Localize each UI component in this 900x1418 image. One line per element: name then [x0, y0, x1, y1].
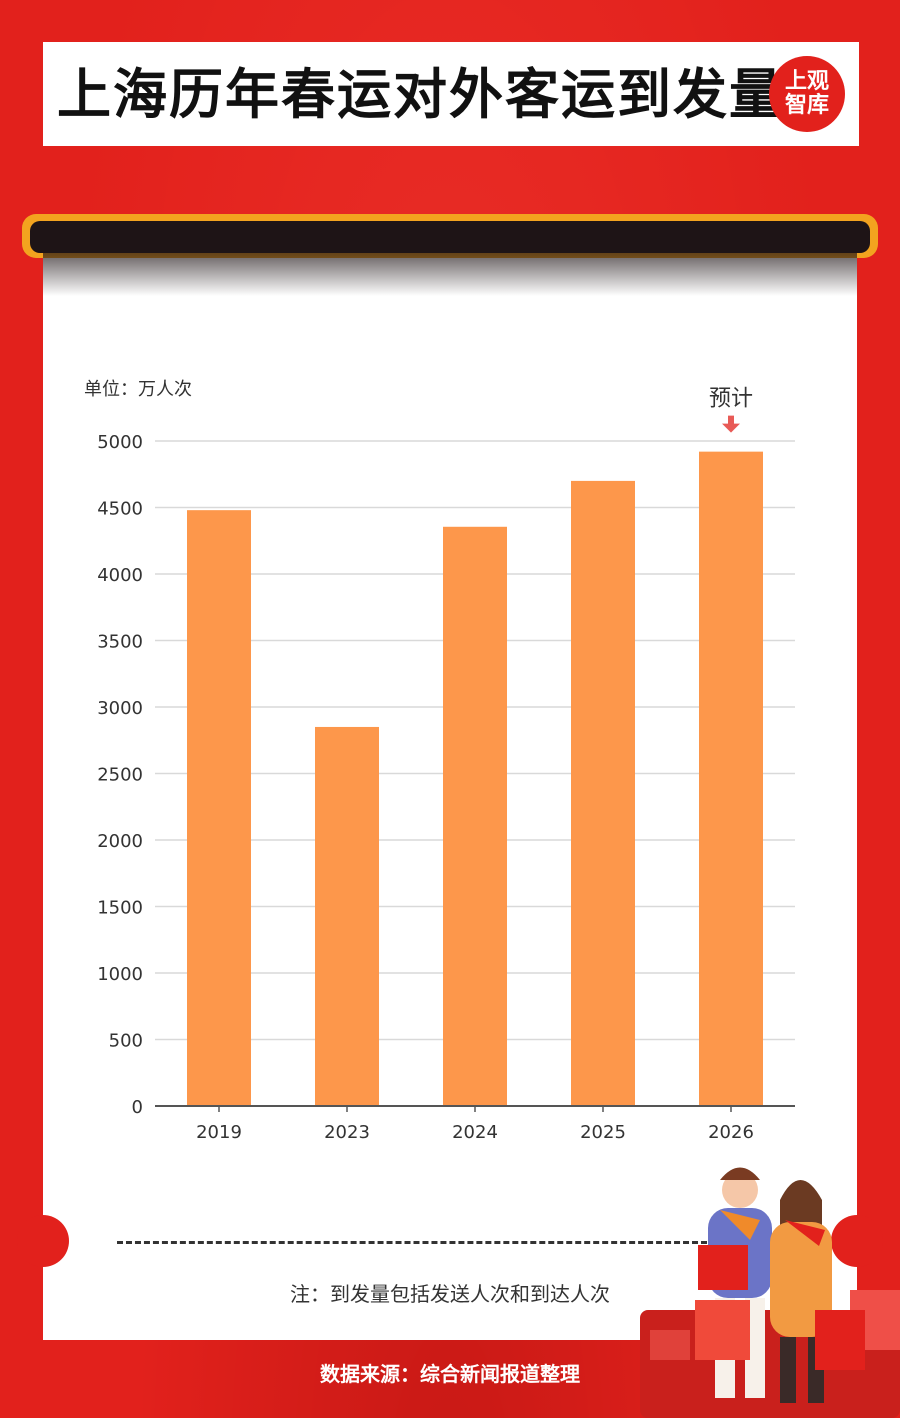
down-arrow-icon [722, 415, 740, 433]
y-tick-label: 0 [132, 1097, 143, 1118]
travelers-illustration [640, 1167, 900, 1418]
y-tick-label: 1500 [97, 898, 143, 919]
bar-2025 [571, 480, 635, 1106]
bar-2026 [699, 451, 763, 1106]
shopping-bag-icon [815, 1310, 865, 1370]
x-tick-label: 2019 [196, 1122, 242, 1143]
y-tick-label: 1000 [97, 964, 143, 985]
title-banner: 上海历年春运对外客运到发量 上观 智库 [43, 42, 859, 146]
y-tick-label: 5000 [97, 432, 143, 453]
bar-layer [187, 451, 763, 1106]
bar-2024 [443, 526, 507, 1106]
x-tick-label: 2024 [452, 1122, 498, 1143]
y-tick-label: 4500 [97, 499, 143, 520]
annotation-layer: 预计 [709, 387, 753, 433]
tick-layer: 0 500 1000 1500 2000 2500 3000 3500 4000 4500 5000… [97, 432, 795, 1143]
y-tick-label: 2000 [97, 831, 143, 852]
bar-chart: 单位：万人次 0 500 1000 1500 2000 2500 3000 3500 4000 4… [84, 379, 795, 1143]
x-tick-label: 2025 [580, 1122, 626, 1143]
bar-2019 [187, 510, 251, 1106]
page-title: 上海历年春运对外客运到发量 [57, 62, 785, 126]
ticket-notch-right [831, 1215, 883, 1267]
x-tick-label: 2023 [324, 1122, 370, 1143]
x-tick-label: 2026 [708, 1122, 754, 1143]
forecast-annotation: 预计 [709, 387, 753, 412]
y-tick-label: 3500 [97, 632, 143, 653]
y-tick-label: 2500 [97, 765, 143, 786]
shopping-bag-icon [695, 1300, 750, 1360]
gift-bag-icon [698, 1245, 748, 1290]
ticket-notch-left [17, 1215, 69, 1267]
y-tick-label: 3000 [97, 698, 143, 719]
y-tick-label: 4000 [97, 565, 143, 586]
brand-logo: 上观 智库 [769, 56, 845, 132]
logo-line-2: 智库 [784, 93, 829, 118]
footnote: 注：到发量包括发送人次和到达人次 [290, 1282, 610, 1306]
dashed-divider [117, 1241, 707, 1244]
scroll-shadow [43, 236, 857, 296]
y-tick-label: 500 [109, 1031, 143, 1052]
bar-2023 [315, 726, 379, 1106]
data-source: 数据来源：综合新闻报道整理 [320, 1362, 580, 1386]
logo-line-1: 上观 [784, 69, 829, 94]
unit-label: 单位：万人次 [84, 379, 192, 400]
man-head-icon [722, 1172, 758, 1208]
